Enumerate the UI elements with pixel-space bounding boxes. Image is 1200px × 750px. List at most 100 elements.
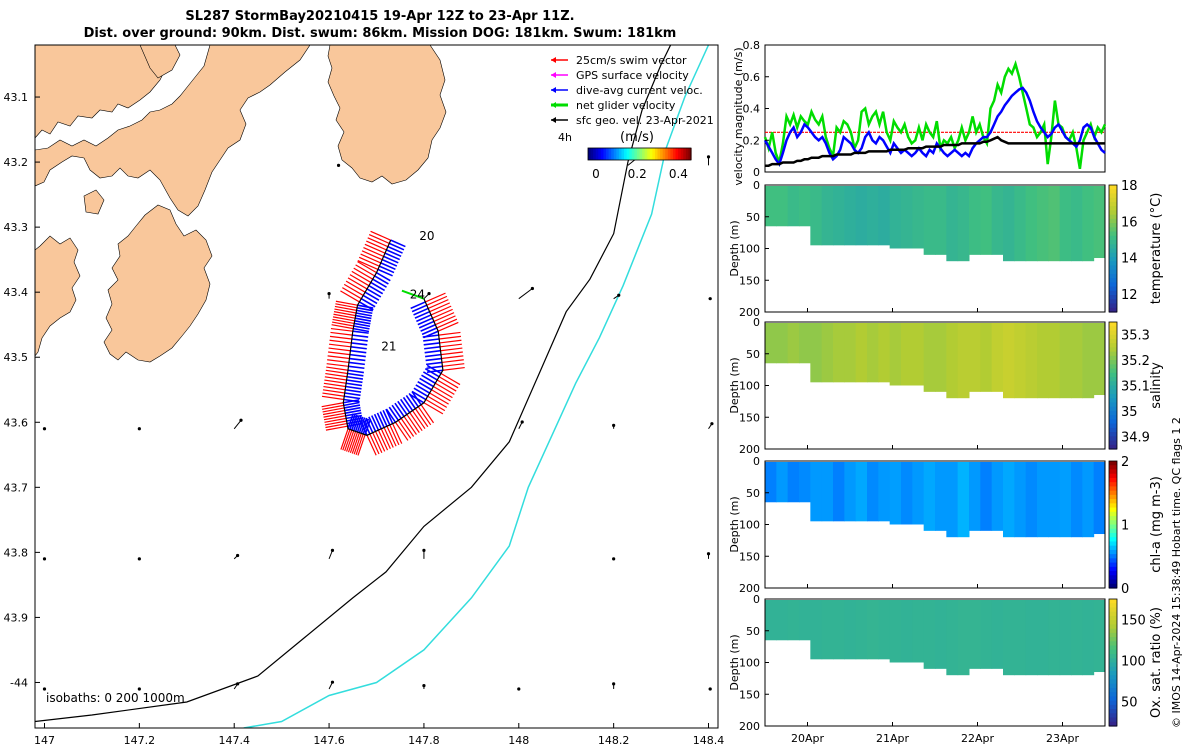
swim-vector-arrow [327,355,350,360]
profile-colorbar-segment [1109,338,1117,344]
profile-data-column [957,186,970,262]
swim-vector-arrow [432,308,453,319]
profile-colorbar-tick-label: 34.9 [1121,430,1150,445]
profile-colorbar-segment [1109,658,1117,664]
profile-colorbar-segment [1109,377,1117,382]
dive-current-arrow [387,245,403,254]
swim-vector-arrow [331,321,354,327]
profile-data-column [799,323,811,364]
profile-data-column [957,323,970,399]
land-polygon [83,189,105,215]
profile-y-label: Depth (m) [728,634,741,690]
profile-colorbar-segment [1109,197,1117,203]
dive-current-arrow [356,416,364,433]
profile-colorbar-segment [1109,265,1117,271]
colorbar-segment [636,148,641,160]
geo-velocity-arrowhead [427,291,431,296]
profile-data-column [821,600,834,660]
geo-velocity-arrowhead [612,423,616,427]
colorbar-segment [595,148,599,160]
swim-vector-arrow [403,416,417,435]
profile-colorbar-tick-label: 50 [1121,695,1138,710]
geo-velocity-arrowhead [422,548,426,552]
dive-current-arrow [417,317,433,326]
dive-current-arrow [376,271,391,282]
dive-current-arrow [425,361,443,366]
dive-current-arrow [357,304,374,309]
swim-vector-arrow [427,299,449,309]
colorbar-frame [587,147,692,161]
profile-colorbar-segment [1109,637,1117,642]
colorbar-segment [624,148,628,160]
profile-data-column [1037,323,1049,399]
colorbar-segment [629,148,633,160]
dive-current-arrow [347,372,364,377]
colorbar-segment [590,148,594,160]
dive-current-arrow [360,417,368,434]
dive-current-arrow [418,320,435,329]
dive-current-arrow [350,346,367,350]
swim-vector-arrow [438,376,459,389]
profile-colorbar-segment [1109,692,1117,697]
swim-vector-arrow [322,404,344,410]
profile-colorbar-segment [1109,330,1117,336]
profile-colorbar-segment [1109,303,1117,309]
profile-colorbar-segment [1109,385,1117,391]
legend-item-label: dive-avg current veloc. [576,84,703,97]
colorbar-segment [685,148,690,160]
map-x-tick-label: 147.6 [313,734,345,747]
swim-vector-arrow [324,417,347,423]
geo-velocity-arrowhead [706,155,711,159]
profile-data-column [1059,462,1072,538]
profile-y-tick-label: 100 [739,657,760,670]
profile-colorbar-segment [1109,393,1117,399]
velocity-series-line [763,86,1106,167]
colorbar-tick-label: 0.2 [628,167,647,181]
swim-vector-arrow [394,421,409,441]
profile-colorbar-segment [1109,282,1117,288]
profile-y-tick-label: 200 [739,720,760,733]
profile-colorbar-tick-label: 1 [1121,519,1129,534]
geo-velocity-arrowhead [517,687,521,691]
profile-colorbar-segment [1109,210,1117,216]
dive-current-arrow [388,406,399,421]
swim-vector-arrow [322,409,345,416]
swim-vector-arrow [326,366,349,371]
profile-colorbar-segment [1109,473,1117,479]
legend-swatch-arrowhead [551,72,556,78]
dive-current-arrow [424,346,441,350]
map-y-tick-label: 43.8 [4,546,29,559]
track-day-label: 24 [410,288,425,302]
profile-y-tick-label: 100 [739,380,760,393]
dive-current-arrow [344,392,361,397]
swim-vector-arrow [441,355,464,360]
swim-vector-arrow [439,339,462,344]
dive-current-arrow [348,361,365,366]
dive-current-arrow [371,415,380,431]
profile-y-tick-label: 50 [746,487,760,500]
profile-data-column [1082,600,1095,676]
colorbar-segment [678,148,682,160]
dive-current-arrow [374,275,389,285]
profile-y-tick-label: 50 [746,211,760,224]
swim-vector-arrow [323,412,346,418]
profile-colorbar-segment [1109,562,1117,568]
profile-colorbar-segment [1109,524,1117,530]
legend-item-label: net glider velocity [576,99,676,112]
profile-colorbar-segment [1109,624,1117,630]
swim-vector-arrow [431,389,451,402]
profile-data-column [1014,600,1027,676]
swim-vector-arrow [433,385,453,399]
swim-vector-arrow [334,308,357,314]
profile-data-column [901,600,913,663]
profile-colorbar-segment [1109,307,1117,313]
profile-y-tick-label: 100 [739,243,760,256]
swim-vector-arrow [440,347,463,352]
profile-data-column [867,600,879,660]
colorbar-tick-label: 0 [592,167,600,181]
profile-data-column [901,323,913,386]
profile-data-column [969,462,981,531]
profile-colorbar-segment [1109,273,1117,279]
velocity-y-tick-label: 0.6 [743,71,761,84]
map-x-tick-label: 147.4 [218,734,250,747]
